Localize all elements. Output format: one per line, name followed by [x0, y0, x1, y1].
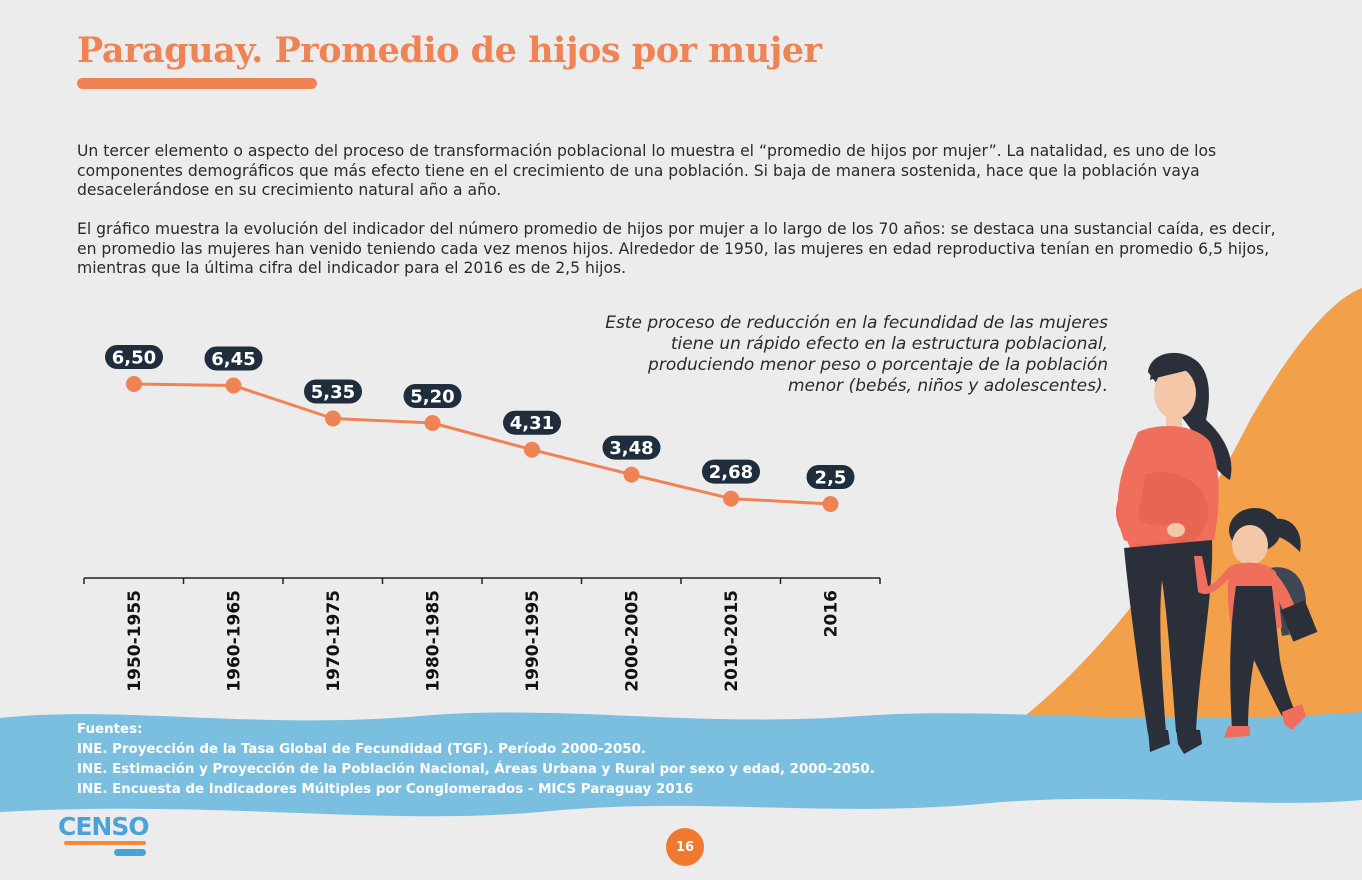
data-label: 4,31	[510, 413, 554, 434]
x-tick-label: 1960-1965	[225, 590, 245, 692]
source-item: INE. Encuesta de Indicadores Múltiples p…	[77, 782, 694, 797]
data-label: 6,50	[112, 348, 156, 369]
censo-logo: CENSO	[58, 812, 150, 862]
data-label-bg	[806, 465, 855, 489]
sources-heading: Fuentes:	[77, 722, 143, 737]
series-line	[133, 382, 831, 506]
x-tick-label: 2010-2015	[722, 590, 742, 692]
chart-description-paragraph: El gráfico muestra la evolución del indi…	[77, 220, 1276, 277]
data-label: 2,5	[815, 468, 847, 489]
data-point	[225, 377, 242, 394]
data-point	[723, 490, 739, 507]
data-label-bg	[403, 384, 462, 408]
x-tick-label: 1980-1985	[424, 590, 444, 692]
x-tick-label: 2016	[822, 590, 842, 637]
data-point	[623, 466, 640, 483]
data-label: 5,35	[311, 382, 355, 403]
data-point	[822, 496, 839, 512]
source-item: INE. Proyección de la Tasa Global de Fec…	[77, 742, 646, 757]
data-point	[424, 415, 441, 431]
x-tick-label: 1950-1955	[125, 590, 145, 692]
logo-badge	[114, 849, 146, 856]
page-number: 16	[666, 828, 704, 866]
highlight-quote: Este proceso de reducción en la fecundid…	[605, 313, 1108, 396]
source-item: INE. Estimación y Proyección de la Pobla…	[77, 762, 875, 777]
page-title: Paraguay. Promedio de hijos por mujer	[77, 30, 822, 71]
data-point	[126, 376, 142, 392]
x-tick-label: 1970-1975	[324, 590, 344, 692]
blue-wave	[0, 712, 1362, 817]
sources-block: Fuentes: INE. Proyección de la Tasa Glob…	[77, 720, 875, 800]
data-label-bg	[702, 459, 760, 484]
logo-stripe	[64, 841, 146, 845]
data-label: 5,20	[410, 387, 454, 408]
data-label-bg	[105, 345, 163, 369]
x-tick-label: 1990-1995	[523, 590, 543, 692]
data-label-bg	[503, 410, 561, 435]
data-label-bg	[602, 435, 661, 460]
data-point	[325, 410, 341, 427]
title-underline	[77, 78, 317, 89]
logo-wordmark: CENSO	[58, 812, 150, 841]
data-label: 2,68	[709, 462, 753, 483]
data-label: 3,48	[609, 438, 653, 459]
data-label-bg	[204, 346, 263, 371]
data-label: 6,45	[211, 349, 255, 370]
data-point	[524, 441, 540, 458]
intro-paragraph: Un tercer elemento o aspecto del proceso…	[77, 142, 1217, 199]
data-label-bg	[304, 379, 362, 404]
x-tick-label: 2000-2005	[623, 590, 643, 692]
